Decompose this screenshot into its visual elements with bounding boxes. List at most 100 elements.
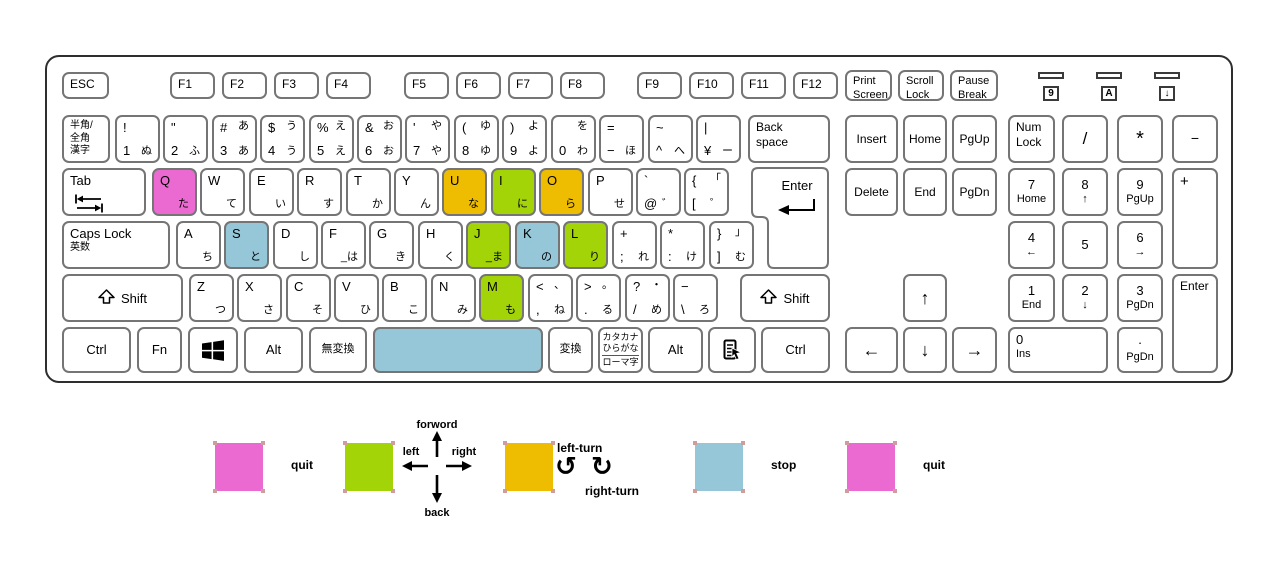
key-f7-line-0: F7	[516, 77, 531, 91]
key-slash-label-bl: /	[633, 302, 637, 317]
key-scroll-lock-line-1: Lock	[906, 88, 930, 101]
direction-arrows-icon: forword left right back	[377, 416, 497, 520]
key-colon-label-tl: *	[668, 226, 674, 241]
key-np-3-line-0: 3	[1136, 283, 1144, 298]
key-arrow-up: ↑	[903, 274, 947, 322]
key-9-label-tr: よ	[528, 120, 539, 132]
key-minus-label-br: ほ	[625, 145, 636, 157]
swatch-handle	[391, 489, 395, 493]
swatch-handle	[741, 489, 745, 493]
key-home: Home	[903, 115, 947, 163]
key-np-8-line-1: ↑	[1082, 193, 1088, 206]
key-f12-line-0: F12	[801, 77, 822, 91]
key-np-4-line-0: 4	[1027, 230, 1036, 245]
key-comma: < 、, ね	[528, 274, 573, 322]
key-lbracket-label-tl: {	[692, 173, 697, 188]
key-5-label-tr: え	[335, 120, 346, 132]
key-rbracket-label-bl: ]	[717, 249, 721, 264]
key-period-label-tl: >	[584, 279, 592, 294]
key-hankaku-zenkaku: 半角/全角 漢字	[62, 115, 110, 163]
key-np-subtract: −	[1172, 115, 1218, 163]
key-menu	[708, 327, 756, 373]
key-pause-break-line-1: Break	[958, 88, 987, 101]
key-5-label-tl: %	[317, 120, 329, 135]
key-np-0: 0 Ins	[1008, 327, 1108, 373]
legend-stop-label: stop	[771, 458, 797, 472]
key-np-dot-line-0: ·	[1137, 335, 1143, 350]
key-5-label-br: え	[335, 145, 346, 157]
key-np-4-line-1: ←	[1026, 246, 1037, 259]
key-np-3-line-1: PgDn	[1126, 299, 1154, 312]
svg-text:forword: forword	[417, 419, 458, 431]
key-f6: F6	[456, 72, 501, 99]
key-np-4: 4 ←	[1008, 221, 1055, 269]
key-enter: Enter	[751, 167, 831, 269]
key-insert: Insert	[845, 115, 898, 163]
key-8-label-tl: (	[462, 120, 467, 135]
key-f1-line-0: F1	[178, 77, 193, 91]
key-home-line-0: Home	[908, 131, 941, 146]
shift-arrow-icon	[760, 289, 778, 307]
key-semicolon-label-br: れ	[638, 251, 649, 263]
key-f5-line-0: F5	[412, 77, 427, 91]
legend-move-swatch	[343, 441, 395, 493]
key-henkan: 変換	[548, 327, 593, 373]
key-num-lock-line-1: Lock	[1016, 135, 1042, 149]
key-np-7-line-1: Home	[1016, 193, 1047, 206]
key-np-6-line-1: →	[1134, 246, 1146, 259]
key-np-add: +	[1172, 168, 1218, 269]
key-fn-line-0: Fn	[151, 341, 168, 357]
key-u-label-br: な	[468, 198, 479, 210]
key-arrow-up-line-0: ↑	[920, 287, 930, 308]
key-f7: F7	[508, 72, 553, 99]
key-3-label-bl: 3	[220, 143, 228, 158]
key-period-label-tr: 。	[602, 279, 613, 291]
key-np-2: 2 ↓	[1062, 274, 1108, 322]
key-rbracket-label-br: む	[735, 251, 746, 263]
key-6-label-bl: 6	[365, 143, 373, 158]
key-arrow-left: ←	[845, 327, 898, 373]
key-np-1-line-1: End	[1021, 299, 1042, 312]
key-np-9-line-0: 9	[1136, 177, 1144, 192]
key-alt-left-line-0: Alt	[265, 341, 282, 357]
key-t-label-tl: T	[354, 173, 362, 188]
swatch-handle	[261, 489, 265, 493]
key-colon: *: け	[660, 221, 705, 269]
key-d-label-tl: D	[281, 226, 291, 241]
key-7-label-tr: や	[431, 120, 442, 132]
key-3-label-tr: あ	[238, 120, 249, 132]
key-space	[373, 327, 543, 373]
key-9: ) よ 9 よ	[502, 115, 547, 163]
swatch-handle	[213, 441, 217, 445]
key-x-label-br: さ	[263, 304, 274, 316]
key-tab: Tab	[62, 168, 146, 216]
key-np-9-line-1: PgUp	[1126, 193, 1154, 206]
legend-turn-right-label: right-turn	[585, 484, 639, 498]
key-colon-label-bl: :	[668, 249, 672, 264]
key-l-label-tl: L	[571, 226, 579, 241]
key-katakana-hiragana-line-1: ひらがな	[602, 343, 639, 354]
key-t-label-br: か	[372, 198, 383, 210]
key-esc-line-0: ESC	[70, 77, 95, 91]
key-slash-label-br: め	[651, 304, 662, 316]
swatch-handle	[391, 441, 395, 445]
key-scroll-lock-line-0: Scroll	[906, 75, 934, 87]
key-f8: F8	[560, 72, 605, 99]
key-z-label-br: つ	[215, 304, 226, 316]
key-num-lock: Num Lock	[1008, 115, 1055, 163]
key-hankaku-zenkaku-line-1: 全角	[70, 132, 90, 144]
key-f12: F12	[793, 72, 838, 99]
key-6-label-tr: お	[383, 120, 394, 132]
key-h-label-tl: H	[426, 226, 436, 241]
legend-quit-2-label: quit	[923, 458, 945, 472]
swatch-handle	[551, 441, 555, 445]
legend-stop-swatch	[693, 441, 745, 493]
key-k-label-br: の	[541, 251, 552, 263]
key-alt-right: Alt	[648, 327, 703, 373]
